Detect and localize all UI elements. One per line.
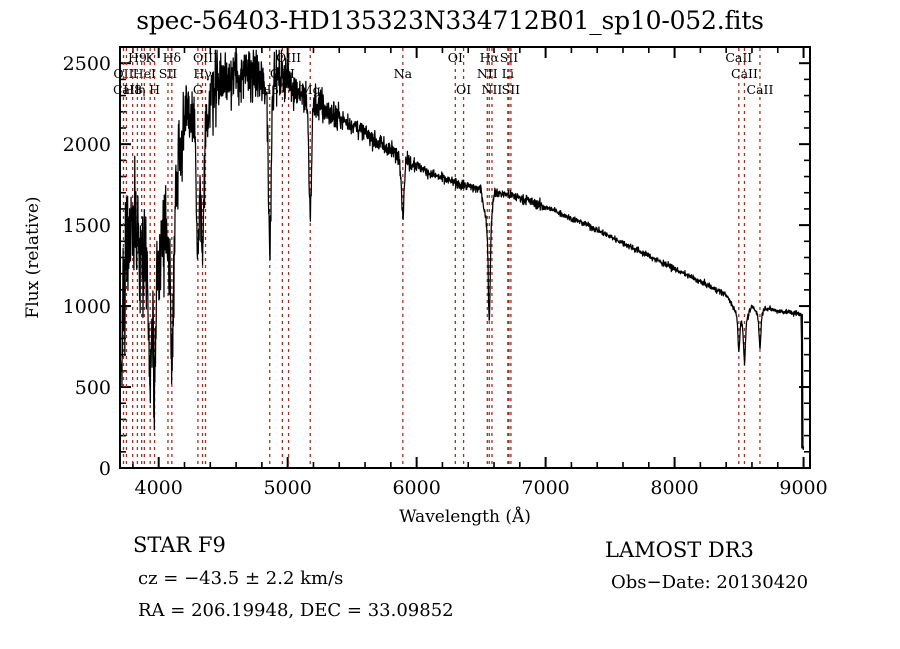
line-label-sii: SII bbox=[159, 66, 178, 81]
figure-title: spec-56403-HD135323N334712B01_sp10-052.f… bbox=[136, 6, 764, 35]
line-label-li: Li bbox=[502, 66, 514, 81]
x-tick-label: 5000 bbox=[263, 477, 311, 499]
line-label-sii: SII bbox=[500, 50, 519, 65]
y-tick-label: 500 bbox=[75, 377, 111, 399]
line-label-hγ: Hγ bbox=[193, 66, 211, 81]
line-label-η: η bbox=[138, 82, 146, 97]
y-axis-title: Flux (relative) bbox=[23, 196, 43, 318]
x-tick-label: 9000 bbox=[779, 477, 827, 499]
line-label-caii: CaII bbox=[747, 82, 774, 97]
line-label-oiii: OIII bbox=[193, 50, 218, 65]
line-label-nii: NII bbox=[477, 66, 498, 81]
coordinates-label: RA = 206.19948, DEC = 33.09852 bbox=[138, 600, 454, 621]
line-label-hei: HeI bbox=[133, 66, 156, 81]
line-label-oii: OII bbox=[113, 66, 133, 81]
x-tick-label: 8000 bbox=[650, 477, 698, 499]
observation-date-label: Obs−Date: 20130420 bbox=[611, 572, 809, 593]
spectrum-red-cutoff bbox=[801, 314, 804, 449]
line-label-caii: CaII bbox=[731, 66, 758, 81]
survey-label: LAMOST DR3 bbox=[605, 538, 754, 562]
x-axis-title: Wavelength (Å) bbox=[399, 506, 531, 527]
line-label-h8: H8 bbox=[123, 82, 142, 97]
y-tick-label: 2000 bbox=[63, 134, 111, 156]
spectrum-trace bbox=[119, 49, 805, 451]
line-label-oiii: OIII bbox=[276, 50, 301, 65]
redshift-velocity-label: cz = −43.5 ± 2.2 km/s bbox=[138, 568, 344, 589]
axis-ticks: 4000 5000 6000 7000 8000 9000 0 500 1000 1500 2000… bbox=[63, 46, 828, 499]
y-tick-label: 1000 bbox=[63, 296, 111, 318]
line-label-oi: OI bbox=[456, 82, 471, 97]
line-label-hα: Hα bbox=[480, 50, 500, 65]
line-label-sii: SII bbox=[502, 82, 521, 97]
line-label-oi: OI bbox=[448, 50, 463, 65]
x-tick-label: 7000 bbox=[521, 477, 569, 499]
line-label-h: H bbox=[149, 82, 160, 97]
line-label-na: Na bbox=[394, 66, 413, 81]
line-label-nii: NII bbox=[482, 82, 503, 97]
plot-frame bbox=[119, 46, 811, 469]
object-class-label: STAR F9 bbox=[133, 533, 226, 557]
y-tick-label: 0 bbox=[99, 458, 111, 480]
line-label-g: G bbox=[193, 82, 203, 97]
y-tick-label: 1500 bbox=[63, 215, 111, 237]
x-tick-label: 4000 bbox=[135, 477, 183, 499]
line-label-k: K bbox=[146, 50, 156, 65]
line-label-h9: H9 bbox=[128, 50, 147, 65]
y-tick-label: 2500 bbox=[63, 53, 111, 75]
line-label-hδ: Hδ bbox=[163, 50, 181, 65]
x-tick-label: 6000 bbox=[392, 477, 440, 499]
line-label-caii: CaII bbox=[725, 50, 752, 65]
